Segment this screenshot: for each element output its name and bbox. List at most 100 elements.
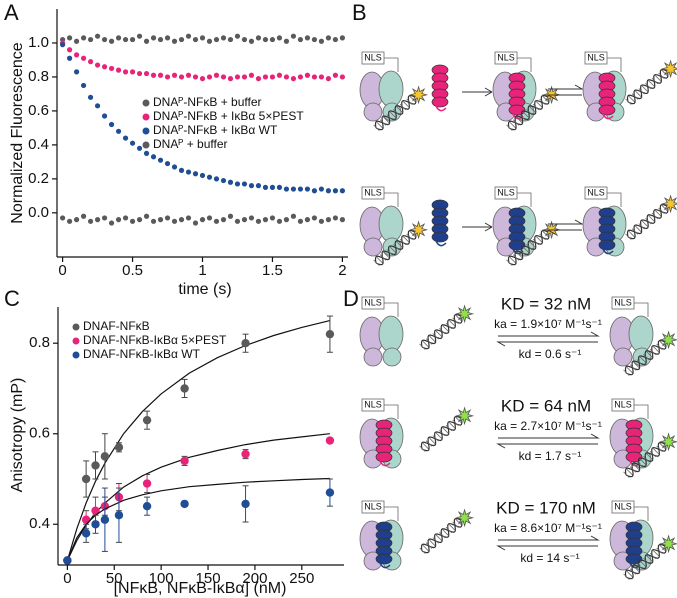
point [164,74,171,80]
point [91,461,100,470]
dna-strand [374,232,417,264]
legend-label: DNAᴾ-NFκB + IκBα 5×PEST [153,109,304,123]
point [269,184,276,190]
dna-rung [393,244,400,251]
point [142,479,152,488]
point [66,35,73,41]
point [87,94,94,100]
dna-rung [625,98,632,105]
dna-rung [635,90,642,98]
point [318,186,325,192]
point [143,150,150,156]
point [101,113,108,119]
dna-rung [409,96,416,103]
ikb-tail [379,460,391,467]
dissociation-constant: KD = 64 nM [501,396,591,415]
point [269,36,276,43]
legend-marker [142,99,150,107]
nls-label: NLS [497,52,515,62]
point [269,74,276,80]
nls-box [611,296,635,310]
point [192,171,199,177]
point [325,436,335,445]
y-tick-label: 0.6 [29,425,50,442]
nls-box [611,398,635,412]
dna-rung [429,437,436,445]
dna-rung [529,241,536,248]
point [297,218,304,224]
dna-rung [442,325,449,332]
x-tick-label: 100 [149,570,174,587]
point [255,218,262,224]
nls-box [361,398,385,412]
point [220,35,227,41]
eq-arrow [548,84,584,90]
point [227,76,234,82]
dna-rung [646,555,653,562]
dissociation-rate: kd = 14 s⁻¹ [520,551,579,565]
point [269,215,276,221]
dna-rung [442,427,449,434]
dna-rung [532,238,540,246]
dna-rung [396,106,403,113]
dna-rung [628,230,635,238]
p50-lower [363,102,383,122]
point [276,35,283,41]
point [94,103,101,109]
dna-strand [420,418,463,450]
point [73,38,80,44]
p50-lower [613,347,633,367]
p50-lower [363,347,383,367]
p50-lower [363,237,383,257]
fluorophore [661,194,677,214]
dna-rung [648,80,655,87]
x-tick-label: 0 [63,570,71,587]
dna-rung [419,547,426,554]
dna-rung [649,348,657,356]
eq-arrow [548,219,584,225]
dna-rung [452,419,459,426]
point [136,33,143,39]
dna-rung [633,565,640,573]
dna-rung [649,552,657,560]
p65-upper [378,205,404,243]
eq-arrow [496,443,598,449]
fluorophore [455,508,475,528]
association-rate: ka = 2.7×10⁷ M⁻¹s⁻¹ [494,419,602,433]
point [311,36,318,43]
ikb-tail [379,562,391,569]
dna-rung [449,320,456,327]
dna [373,228,420,266]
legend-marker [72,337,80,345]
fluorophore [661,59,677,79]
point [87,59,94,65]
dna-rung [526,244,533,251]
point [157,36,164,43]
dna-rung [409,231,416,238]
dna-rung [625,233,632,240]
dna-rung [641,85,649,92]
point [114,511,124,520]
ikb-repeat [375,451,393,463]
dna-rung [422,544,429,552]
dna-rung [638,223,645,230]
dna-rung [656,445,663,452]
dna-rung [422,340,429,348]
legend-label: DNAF-NFκB [83,319,150,333]
ikb-repeat [431,96,449,108]
dna-rung [522,246,530,253]
point [80,55,87,61]
dna-rung [643,354,650,361]
point [206,38,213,44]
nls-box [361,186,385,200]
y-axis-label: Normalized Fluorescence [9,42,26,224]
dna-rung [646,351,653,358]
dna [506,93,553,131]
point [339,74,346,80]
point [164,160,171,167]
point [94,33,101,39]
dna-rung [631,228,639,235]
nls-link [517,57,532,72]
point [283,38,290,44]
dna-strand [626,206,669,238]
